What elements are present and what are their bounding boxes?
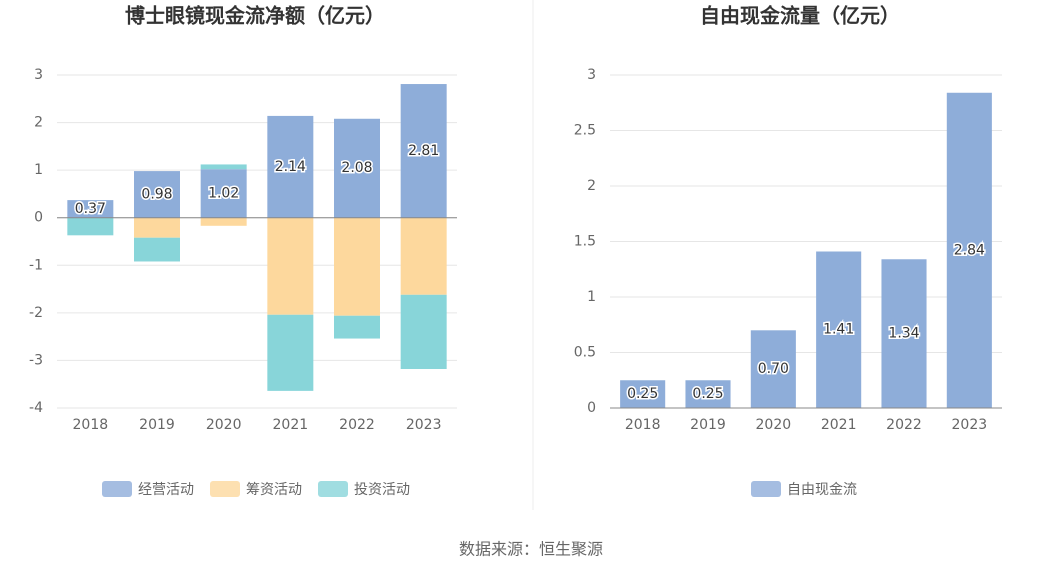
bar	[946, 92, 992, 408]
y-tick-label: 0	[34, 210, 43, 226]
bar	[200, 164, 247, 170]
chart-title: 自由现金流量（亿元）	[700, 4, 900, 28]
value-label: 0.25	[627, 386, 658, 402]
y-tick-label: 3	[587, 67, 596, 83]
y-tick-label: 2	[34, 115, 43, 131]
legend-label: 筹资活动	[246, 481, 302, 498]
y-tick-label: 0.5	[574, 345, 596, 361]
chart-title: 博士眼镜现金流净额（亿元）	[125, 4, 385, 28]
bar	[200, 217, 247, 226]
bar	[67, 200, 114, 218]
legend-label: 自由现金流	[787, 482, 857, 498]
value-label: 2.08	[341, 160, 372, 176]
bar	[334, 315, 380, 339]
value-label: 1.41	[823, 322, 854, 338]
value-label: 2.14	[275, 159, 306, 175]
legend-label: 经营活动	[138, 482, 194, 498]
legend-swatch	[210, 481, 240, 497]
y-tick-label: 3	[34, 67, 43, 83]
y-tick-label: -3	[29, 352, 43, 368]
bar	[400, 84, 447, 218]
bar	[134, 171, 180, 218]
value-label: 0.70	[758, 361, 789, 377]
legend-label: 投资活动	[354, 482, 410, 498]
bar	[267, 314, 314, 391]
bar	[267, 115, 314, 218]
bar	[620, 380, 666, 408]
value-label: 1.34	[888, 326, 919, 342]
y-tick-label: -2	[29, 305, 43, 321]
x-tick-label: 2023	[406, 417, 442, 433]
legend-swatch	[102, 481, 132, 497]
x-tick-label: 2020	[756, 417, 792, 433]
value-label: 1.02	[208, 185, 239, 201]
bar	[816, 251, 862, 408]
bar	[750, 330, 796, 408]
value-label: 0.37	[75, 201, 106, 217]
y-tick-label: 2.5	[574, 123, 596, 139]
y-tick-label: 2	[587, 178, 596, 194]
x-tick-label: 2023	[952, 417, 988, 433]
x-tick-label: 2022	[339, 417, 375, 433]
value-label: 2.84	[954, 242, 985, 258]
bar	[334, 118, 380, 218]
value-label: 0.25	[692, 386, 723, 402]
y-tick-label: -4	[29, 400, 43, 416]
y-tick-label: 1.5	[574, 234, 596, 250]
y-tick-label: 1	[587, 289, 596, 305]
y-tick-label: 1	[34, 162, 43, 178]
value-label: 2.81	[408, 143, 439, 159]
value-label: 0.98	[141, 186, 172, 202]
bar	[134, 217, 180, 238]
bar	[267, 217, 314, 315]
legend-swatch	[318, 481, 348, 497]
bar	[400, 294, 447, 369]
x-tick-label: 2021	[821, 417, 857, 433]
bar	[685, 380, 731, 408]
source: 数据来源：恒生聚源	[459, 540, 603, 559]
x-tick-label: 2018	[625, 417, 661, 433]
bar	[881, 259, 927, 408]
x-tick-label: 2020	[206, 417, 242, 433]
bar	[400, 217, 447, 295]
y-tick-label: -1	[29, 257, 43, 273]
x-tick-label: 2019	[690, 417, 726, 433]
bar	[134, 237, 180, 262]
bar	[334, 217, 380, 316]
legend-swatch	[751, 481, 781, 497]
x-tick-label: 2018	[73, 417, 109, 433]
x-tick-label: 2022	[886, 417, 922, 433]
bar	[200, 169, 247, 218]
y-tick-label: 0	[587, 400, 596, 416]
x-tick-label: 2021	[273, 417, 309, 433]
x-tick-label: 2019	[139, 417, 175, 433]
bar	[67, 217, 114, 236]
